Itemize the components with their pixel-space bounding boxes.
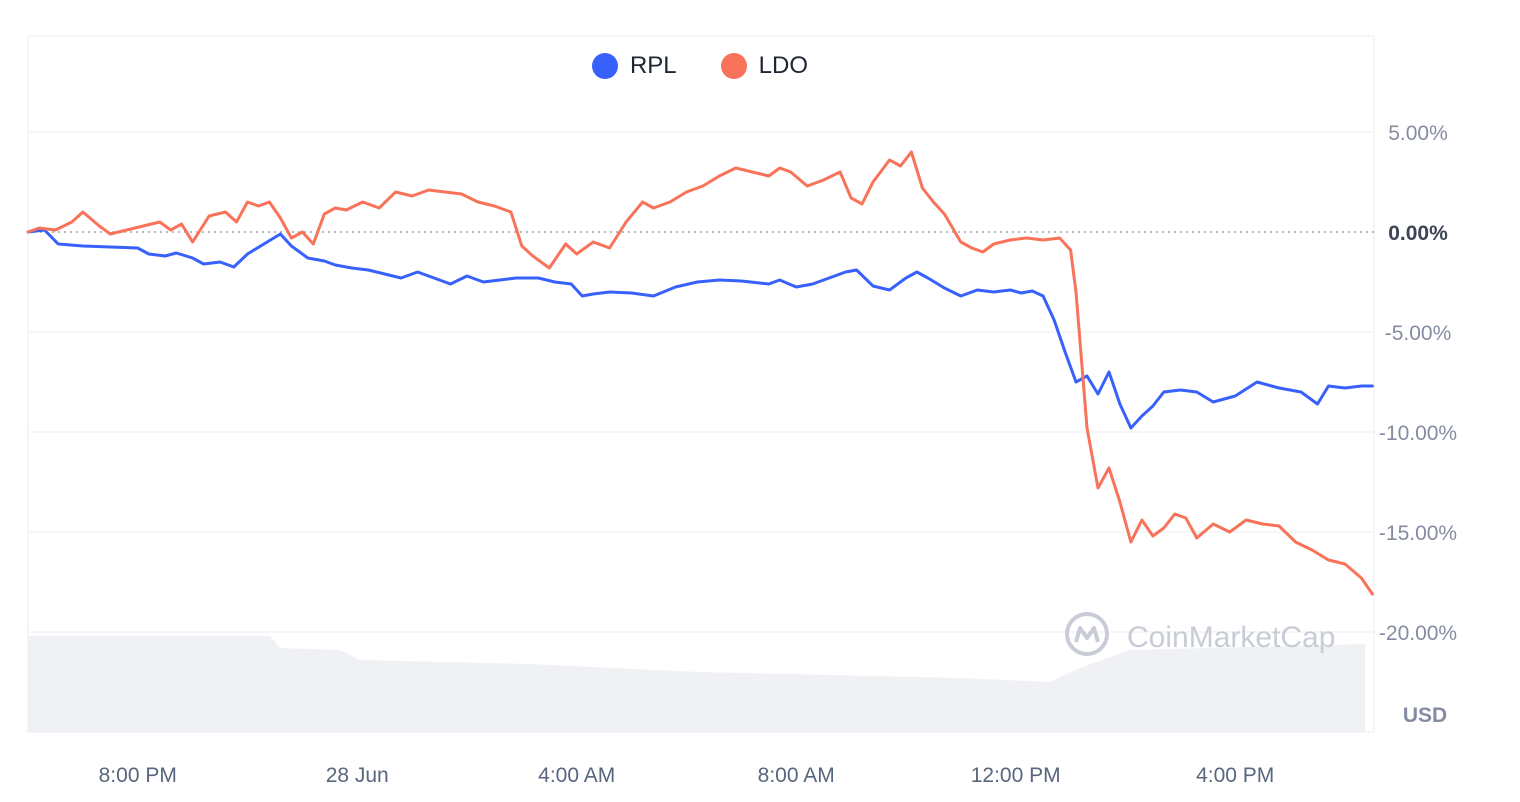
coinmarketcap-logo-icon <box>1065 612 1109 656</box>
legend-item-rpl[interactable]: RPL <box>591 52 677 80</box>
x-tick-label: 8:00 AM <box>758 764 835 787</box>
volume-area <box>28 636 1365 732</box>
series-line-rpl[interactable] <box>26 228 1374 430</box>
y-tick-label: 0.00% <box>1388 222 1448 245</box>
x-tick-label: 12:00 PM <box>971 764 1061 787</box>
legend-item-ldo[interactable]: LDO <box>720 52 809 80</box>
series-lines <box>26 150 1374 596</box>
y-axis-ticks: 5.00% 0.00% -5.00% -10.00% -15.00% -20.00% <box>1379 122 1457 645</box>
y-tick-label: -10.00% <box>1379 422 1457 445</box>
x-tick-label: 4:00 PM <box>1196 764 1274 787</box>
chart-legend: RPL LDO <box>0 52 1400 80</box>
y-tick-label: -15.00% <box>1379 522 1457 545</box>
series-line-ldo[interactable] <box>26 150 1374 596</box>
y-tick-label: -5.00% <box>1385 322 1452 345</box>
volume-bars <box>28 636 1365 732</box>
legend-dot-ldo <box>720 53 747 79</box>
x-axis-ticks: 8:00 PM 28 Jun 4:00 AM 8:00 AM 12:00 PM 4:00 … <box>99 764 1275 787</box>
legend-label-ldo: LDO <box>758 52 809 79</box>
x-tick-label: 4:00 AM <box>538 764 615 787</box>
x-tick-label: 28 Jun <box>326 764 389 787</box>
legend-dot-rpl <box>591 53 618 79</box>
legend-label-rpl: RPL <box>629 52 677 79</box>
y-tick-label: -20.00% <box>1379 622 1457 645</box>
currency-label: USD <box>1403 704 1447 727</box>
x-tick-label: 8:00 PM <box>99 764 177 787</box>
grid-lines <box>27 35 1375 733</box>
coinmarketcap-watermark: CoinMarketCap <box>1065 612 1335 656</box>
watermark-text: CoinMarketCap <box>1127 621 1335 654</box>
y-tick-label: 5.00% <box>1388 122 1448 145</box>
